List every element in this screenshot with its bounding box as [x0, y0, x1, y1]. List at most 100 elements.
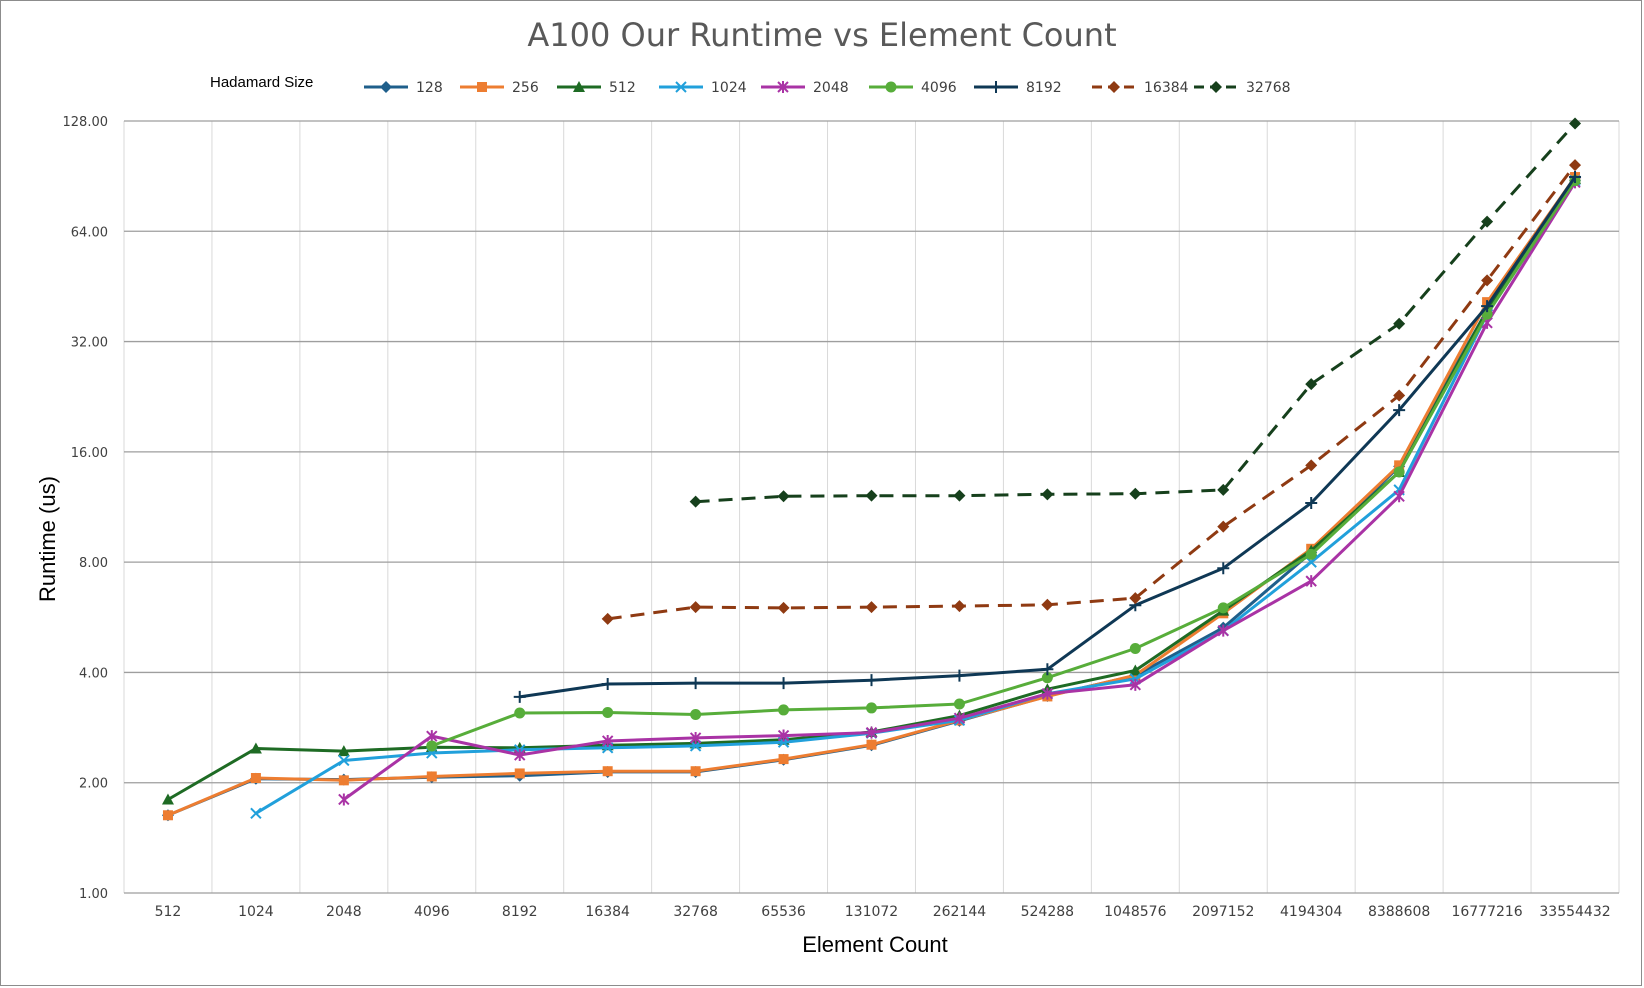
data-point-32768 [689, 495, 702, 508]
data-point-256 [866, 739, 877, 750]
data-point-1024 [1305, 556, 1317, 568]
x-tick-label: 1048576 [1104, 904, 1166, 920]
data-point-8192 [689, 677, 702, 690]
data-point-32768 [1569, 117, 1582, 130]
data-point-4096 [1217, 602, 1229, 614]
data-point-32768 [1041, 488, 1054, 501]
data-point-2048 [338, 793, 350, 806]
legend-marker-1024 [675, 81, 687, 93]
legend-label-16384: 16384 [1144, 80, 1189, 96]
data-point-8192 [1305, 497, 1318, 510]
data-point-32768 [1305, 378, 1318, 391]
data-point-4096 [514, 707, 526, 719]
data-point-2048 [601, 734, 614, 747]
x-tick-label: 16777216 [1451, 904, 1522, 920]
data-point-2048 [1129, 678, 1142, 691]
data-point-8192 [865, 674, 878, 687]
data-point-32768 [1393, 317, 1406, 330]
data-point-16384 [1217, 520, 1230, 533]
data-point-32768 [953, 489, 966, 502]
data-point-256 [426, 771, 437, 782]
series-line-4096 [431, 179, 1577, 748]
data-point-4096 [866, 702, 877, 714]
data-point-512 [249, 742, 262, 754]
x-tick-label: 131072 [845, 904, 898, 920]
data-point-8192 [777, 677, 790, 690]
data-point-16384 [1041, 598, 1054, 611]
data-point-256 [514, 768, 525, 779]
data-point-16384 [601, 612, 614, 625]
x-tick-label: 16384 [585, 904, 630, 920]
x-tick-label: 8192 [502, 904, 538, 920]
data-point-256 [162, 810, 173, 821]
data-point-16384 [953, 600, 966, 613]
data-point-16384 [777, 601, 790, 614]
data-point-512 [1129, 664, 1142, 676]
y-tick-label: 4.00 [79, 666, 108, 681]
y-tick-label: 128.00 [63, 115, 109, 130]
x-tick-label: 2048 [326, 904, 362, 920]
data-point-16384 [1569, 159, 1582, 172]
x-tick-label: 1024 [238, 904, 274, 920]
data-point-16384 [865, 601, 878, 614]
x-tick-label: 2097152 [1192, 904, 1254, 920]
data-point-16384 [1129, 592, 1142, 605]
x-tick-label: 65536 [761, 904, 806, 920]
data-point-4096 [953, 698, 965, 710]
data-point-16384 [689, 601, 702, 614]
data-point-256 [250, 773, 261, 784]
data-point-256 [690, 766, 701, 777]
y-tick-label: 64.00 [71, 225, 108, 240]
data-point-8192 [1217, 562, 1230, 575]
data-point-1024 [250, 807, 262, 820]
data-point-16384 [1393, 389, 1406, 402]
legend-label-256: 256 [512, 80, 539, 96]
legend-label-4096: 4096 [921, 80, 957, 96]
legend-marker-128 [380, 81, 392, 93]
legend-label-32768: 32768 [1246, 80, 1291, 96]
data-point-2048 [689, 731, 702, 744]
data-point-2048 [777, 729, 790, 742]
data-point-2048 [426, 730, 438, 743]
legend-marker-512 [573, 81, 585, 92]
data-point-4096 [602, 706, 614, 718]
data-point-2048 [865, 726, 878, 739]
data-point-4096 [1129, 642, 1141, 654]
data-point-256 [602, 766, 613, 777]
data-point-2048 [514, 749, 526, 762]
data-point-8192 [601, 677, 614, 690]
x-tick-label: 8388608 [1368, 904, 1430, 920]
legend-marker-4096 [885, 81, 897, 93]
data-point-256 [338, 775, 349, 786]
x-tick-label: 4194304 [1280, 904, 1342, 920]
data-point-32768 [1129, 487, 1142, 500]
data-point-8192 [1393, 404, 1406, 417]
data-point-256 [1394, 460, 1405, 471]
x-tick-label: 33554432 [1539, 904, 1610, 920]
y-tick-label: 2.00 [79, 777, 108, 792]
y-tick-label: 8.00 [79, 556, 108, 571]
data-point-4096 [778, 704, 790, 716]
data-point-4096 [426, 740, 438, 752]
data-point-32768 [1481, 215, 1494, 228]
legend-marker-32768 [1210, 81, 1222, 93]
data-point-8192 [1481, 300, 1494, 313]
data-point-4096 [1305, 548, 1317, 560]
data-point-8192 [513, 690, 526, 703]
data-point-8192 [1569, 171, 1582, 184]
data-point-512 [337, 745, 350, 757]
x-tick-label: 512 [155, 904, 182, 920]
legend-label-128: 128 [416, 80, 443, 96]
x-axis-label: Element Count [802, 932, 948, 957]
data-point-2048 [953, 712, 966, 725]
data-point-8192 [1041, 663, 1054, 676]
x-tick-label: 524288 [1021, 904, 1074, 920]
data-point-1024 [338, 754, 350, 767]
data-point-4096 [1393, 466, 1405, 478]
legend-marker-2048 [777, 81, 789, 93]
data-point-8192 [953, 669, 966, 682]
data-point-2048 [1305, 575, 1317, 588]
data-point-16384 [1305, 459, 1318, 472]
